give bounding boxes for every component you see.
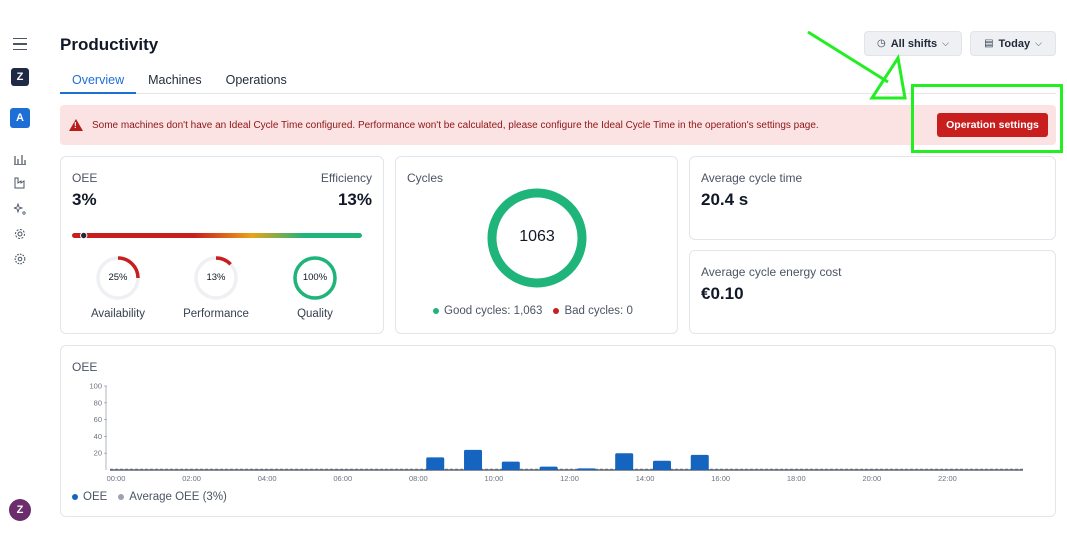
y-tick-label: 80 [94,398,102,407]
oee-bar[interactable] [501,461,520,470]
page-title: Productivity [60,35,159,54]
cycles-legend: Good cycles: 1,063 Bad cycles: 0 [433,305,633,317]
x-tick-label: 08:00 [409,474,428,483]
legend-label[interactable]: OEE [83,491,108,503]
y-tick-label: 100 [89,382,102,391]
oee-bar[interactable] [464,449,483,470]
bad-cycles-label: Bad cycles: 0 [564,305,633,317]
x-tick-label: 14:00 [636,474,655,483]
oee-label: OEE [72,171,98,185]
shift-filter-label: All shifts [890,37,938,50]
y-tick-label: 20 [94,449,102,458]
warning-icon [69,119,83,131]
good-cycles-label: Good cycles: 1,063 [444,305,543,317]
performance-label: Performance [183,308,249,320]
x-tick-label: 04:00 [258,474,277,483]
energy-cost-value: €0.10 [701,284,744,303]
clock-icon: ◷ [876,38,886,49]
oee-bar[interactable] [690,454,709,470]
sidebar: Z A Z [0,0,40,546]
performance-gauge [194,256,238,300]
legend-dot [72,494,78,500]
legend-dot [118,494,125,500]
x-tick-label: 12:00 [560,474,579,483]
operation-settings-button[interactable]: Operation settings [937,113,1048,137]
efficiency-value: 13% [337,190,372,209]
chevron-down-icon: ⌵ [942,38,949,48]
quality-gauge-arc [293,256,337,300]
y-tick-label: 40 [94,432,102,441]
avg-cycle-time-value: 20.4 s [701,190,749,209]
date-filter-label: Today [998,37,1031,50]
x-tick-label: 20:00 [862,474,881,483]
performance-value: 13% [206,272,226,283]
efficiency-label: Efficiency [320,171,372,185]
factory-icon[interactable] [9,172,31,194]
shift-filter-button[interactable]: ◷ All shifts ⌵ [864,31,962,56]
quality-value: 100% [302,272,328,283]
annotation-highlight [911,84,1063,153]
oee-card: OEE 3% Efficiency 13% 25% Availability 13%… [60,156,384,334]
avg-cycle-time-card: Average cycle time 20.4 s [689,156,1056,240]
oee-value: 3% [72,190,97,209]
cycles-donut [487,188,587,288]
tab-bar: Overview Machines Operations [60,70,1056,94]
chevron-down-icon: ⌵ [1035,38,1042,48]
x-tick-label: 22:00 [938,474,957,483]
availability-gauge [96,256,140,300]
avg-cycle-time-label: Average cycle time [701,171,803,185]
menu-icon[interactable] [9,33,31,55]
oee-marker [80,231,88,240]
good-cycles-dot [433,308,439,314]
date-filter-button[interactable]: ▤ Today ⌵ [970,31,1056,56]
cycles-card: Cycles 1063 Good cycles: 1,063 Bad cycle… [395,156,678,334]
performance-gauge-arc [194,256,238,300]
workspace-avatar[interactable]: A [10,108,30,128]
settings-icon[interactable] [9,248,31,270]
x-tick-label: 18:00 [787,474,806,483]
tab-machines[interactable]: Machines [148,73,202,87]
bar-chart-icon[interactable] [9,148,31,170]
oee-bar[interactable] [539,466,558,470]
x-tick-label: 10:00 [485,474,504,483]
oee-bar[interactable] [426,457,445,470]
oee-chart-card: OEE 100 80 60 40 20 00:00 02:00 04:00 06:00 08:00… [60,345,1056,517]
oee-bar[interactable] [577,468,596,470]
x-tick-label: 16:00 [711,474,730,483]
oee-bar[interactable] [615,453,634,470]
y-tick-label: 60 [94,415,102,424]
availability-label: Availability [90,308,146,320]
tab-overview[interactable]: Overview [60,70,137,94]
calendar-icon: ▤ [984,38,994,49]
energy-cost-label: Average cycle energy cost [701,265,842,279]
legend-label[interactable]: Average OEE (3%) [129,491,227,503]
cog-icon[interactable] [9,223,31,245]
chart-title: OEE [72,360,98,374]
quality-label: Quality [297,308,333,320]
app-logo[interactable]: Z [11,68,29,86]
cycles-label: Cycles [407,171,444,185]
oee-bar-chart: 100 80 60 40 20 00:00 02:00 04:00 06:00 08:00 10:0… [89,382,1023,483]
cycles-total: 1063 [519,228,555,245]
availability-gauge-arc [96,256,140,300]
tab-operations[interactable]: Operations [225,73,287,87]
x-tick-label: 00:00 [107,474,126,483]
sparkles-icon[interactable] [9,198,31,220]
bad-cycles-dot [553,308,560,314]
oee-bar[interactable] [652,460,671,470]
chart-legend: OEE Average OEE (3%) [72,491,227,503]
annotation-arrow [807,30,907,100]
x-tick-label: 02:00 [182,474,201,483]
availability-value: 25% [108,272,128,283]
energy-cost-card: Average cycle energy cost €0.10 [689,250,1056,334]
x-tick-label: 06:00 [333,474,352,483]
oee-progress-bar [72,231,362,240]
warning-alert: Some machines don't have an Ideal Cycle … [60,105,1056,145]
user-avatar[interactable]: Z [9,499,31,521]
quality-gauge [293,256,337,300]
alert-message: Some machines don't have an Ideal Cycle … [92,119,819,131]
